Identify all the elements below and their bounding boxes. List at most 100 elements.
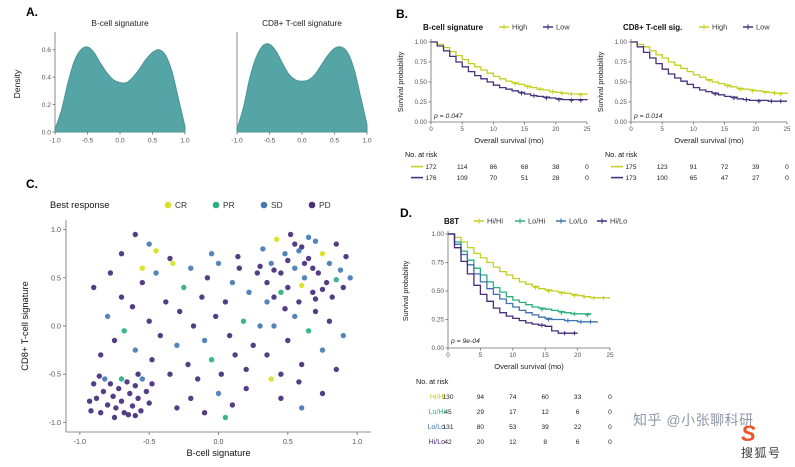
density-area [54, 46, 186, 133]
risk-count: 6 [576, 409, 580, 416]
x-tick-label: 0.5 [283, 437, 293, 446]
point-PD [257, 263, 263, 269]
point-SD [246, 289, 252, 295]
risk-count: 39 [542, 424, 550, 431]
risk-count: 172 [425, 164, 436, 171]
risk-count: 45 [444, 409, 452, 416]
risk-count: 0 [608, 394, 612, 401]
risk-count: 0 [785, 175, 789, 182]
x-tick-label: 20 [752, 126, 760, 133]
density-area [236, 43, 368, 133]
point-SD [305, 234, 312, 240]
legend-label-PD: PD [319, 200, 331, 210]
zhihu-watermark: 知乎 @小张聊科研 [633, 412, 754, 428]
risk-count: 0 [585, 175, 589, 182]
risk-count: 60 [542, 394, 550, 401]
x-tick-label: 25 [606, 352, 614, 359]
point-PD [118, 251, 125, 257]
point-PD [88, 408, 94, 414]
panel-b-label: B. [396, 7, 408, 21]
y-tick-label: 1.00 [615, 39, 628, 46]
point-SD [153, 270, 159, 276]
risk-count: 68 [521, 164, 529, 171]
legend-dot-SD [260, 201, 268, 209]
point-PD [271, 267, 277, 273]
y-tick-label: -0.5 [49, 370, 61, 379]
point-PD [149, 357, 155, 363]
point-PD [93, 395, 100, 401]
panel-a-density-charts: B-cell signature -1.0 -0.5 0.0 0.5 1.0 0.0 0.2 0… [12, 18, 372, 145]
sohu-watermark: S 搜狐号 [741, 423, 782, 461]
point-SD [299, 405, 305, 411]
x-axis-title: Overall survival (mo) [474, 136, 544, 145]
point-PD [213, 313, 219, 320]
point-PD [107, 381, 114, 387]
point-PD [104, 402, 111, 408]
point-PD [118, 294, 125, 300]
risk-table-title: No. at risk [416, 377, 449, 386]
point-PD [299, 244, 305, 250]
risk-count: 131 [442, 424, 453, 431]
point-SD [102, 376, 108, 382]
y-tick-label: 0.4 [42, 74, 52, 81]
point-SD [260, 246, 266, 252]
panel-d-label: D. [400, 206, 412, 220]
point-PD [278, 270, 284, 276]
risk-count: 38 [552, 164, 560, 171]
point-SD [347, 275, 353, 281]
x-axis-title: B-cell signature [186, 448, 250, 458]
y-axis-title: CD8+ T-cell signature [20, 281, 30, 370]
legend-dot-PD [308, 201, 316, 209]
risk-table-title: No. at risk [605, 150, 638, 159]
x-tick-label: -1.0 [49, 138, 61, 145]
risk-count: 173 [625, 175, 636, 182]
point-PD [135, 371, 141, 377]
risk-count: 72 [721, 164, 729, 171]
risk-count: 20 [477, 439, 485, 446]
point-PD [232, 352, 238, 358]
x-tick-label: -1.0 [231, 138, 243, 145]
km-curve-Low [631, 41, 787, 102]
point-PD [167, 255, 173, 262]
x-tick-label: -0.5 [264, 138, 276, 145]
point-PD [121, 410, 127, 416]
risk-row-label-Lo/Hi: Lo/Hi [429, 409, 446, 416]
x-tick-label: -1.0 [74, 437, 86, 446]
x-tick-label: 25 [583, 126, 591, 133]
risk-count: 51 [521, 175, 529, 182]
point-PD [310, 289, 316, 295]
point-SD [208, 251, 215, 257]
y-tick-label: 0.0 [42, 129, 52, 136]
point-SD [139, 376, 145, 382]
risk-count: 94 [477, 394, 485, 401]
point-PD [188, 395, 194, 401]
risk-count: 80 [477, 424, 485, 431]
point-PD [264, 352, 270, 358]
x-tick-label: 0 [429, 126, 433, 133]
chart-title: B-cell signature [91, 18, 149, 28]
x-tick-label: 1.0 [352, 437, 362, 446]
risk-count: 0 [785, 164, 789, 171]
y-tick-label: 0.50 [615, 79, 628, 86]
point-SD [292, 265, 298, 271]
point-SD [201, 337, 208, 344]
point-SD [229, 279, 236, 286]
risk-count: 74 [509, 394, 517, 401]
point-SD [292, 313, 298, 320]
point-PD [226, 332, 233, 339]
legend-label-Lo/Hi: Lo/Hi [528, 217, 546, 226]
point-PD [125, 412, 132, 418]
point-SD [188, 265, 194, 271]
point-PD [199, 294, 205, 300]
km-curve-Lo/Hi [448, 233, 592, 315]
x-tick-label: 0.5 [148, 138, 158, 145]
legend-dot-CR [164, 201, 172, 209]
point-PD [329, 294, 335, 300]
risk-count: 0 [585, 164, 589, 171]
x-tick-label: 15 [521, 126, 529, 133]
y-tick-label: 0.75 [415, 59, 428, 66]
point-SD [268, 260, 274, 267]
point-CR [153, 248, 159, 254]
point-PD [319, 286, 326, 293]
